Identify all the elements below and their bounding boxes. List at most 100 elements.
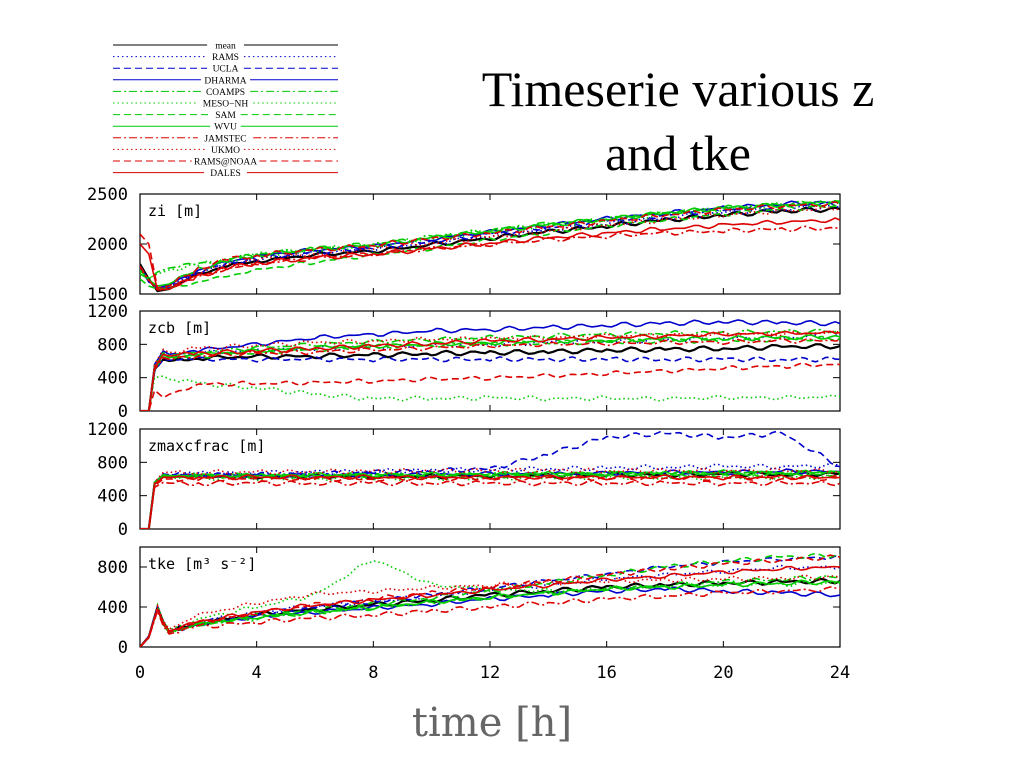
legend-label: SAM — [215, 111, 236, 121]
legend-entry: RAMS@NOAA — [113, 158, 338, 168]
panel-label: zi [m] — [148, 202, 202, 220]
legend-label: RAMS — [212, 53, 239, 63]
series-group — [140, 199, 840, 293]
y-tick-label: 400 — [97, 487, 128, 507]
series-line-dharma — [140, 319, 840, 411]
series-line-ukmo — [140, 467, 840, 529]
series-line-wvu — [140, 579, 840, 647]
series-line-sam — [140, 552, 840, 647]
panels: 1500 2000 2500 zi [m] 0 400 800 1200 zcb [m] 0 400… — [87, 185, 841, 658]
legend-label: UCLA — [213, 65, 239, 75]
x-axis: 0 4 8 12 16 20 24 — [135, 663, 850, 683]
panel-tke: 0 400 800 tke [m³ s⁻²] — [97, 546, 841, 658]
series-line-rams-noaa — [140, 554, 840, 647]
series-line-sam — [140, 471, 840, 529]
series-line-ukmo — [140, 330, 840, 411]
series-line-jamstec — [140, 479, 840, 529]
x-tick-label: 0 — [135, 663, 145, 683]
series-line-ucla — [140, 355, 840, 411]
series-group — [140, 319, 840, 411]
title-line-2: and tke — [605, 125, 751, 181]
legend-entry: UKMO — [113, 146, 338, 156]
series-line-mean — [140, 470, 840, 529]
title-line-1: Timeserie various z — [482, 61, 875, 117]
series-line-dales — [140, 474, 840, 529]
legend-entry: RAMS — [113, 53, 338, 63]
series-line-jamstec — [140, 225, 840, 291]
series-line-mean — [140, 206, 840, 293]
legend-label: RAMS@NOAA — [194, 158, 257, 168]
panel-label: zcb [m] — [148, 319, 211, 337]
series-line-ucla — [140, 430, 840, 529]
panel-zi: 1500 2000 2500 zi [m] — [87, 185, 841, 305]
legend-label: WVU — [214, 123, 237, 133]
y-tick-label: 1200 — [87, 302, 128, 322]
legend-entry: UCLA — [113, 65, 338, 75]
panel-label: tke [m³ s⁻²] — [148, 555, 256, 573]
series-line-meso-nh — [140, 375, 840, 411]
series-line-rams-noaa — [140, 200, 840, 289]
y-tick-label: 2500 — [87, 185, 128, 205]
x-tick-label: 20 — [713, 663, 733, 683]
y-tick-label: 800 — [97, 453, 128, 473]
chart-title: Timeserie various z and tke — [482, 61, 875, 181]
y-tick-label: 2000 — [87, 235, 128, 255]
legend-entry: MESO−NH — [113, 100, 338, 110]
panel-zcb: 0 400 800 1200 zcb [m] — [87, 302, 841, 422]
y-tick-label: 0 — [118, 402, 128, 422]
series-line-sam — [140, 335, 840, 411]
series-line-coamps — [140, 469, 840, 529]
x-tick-label: 4 — [252, 663, 262, 683]
x-tick-label: 24 — [830, 663, 850, 683]
series-line-dales — [140, 565, 840, 647]
legend-label: UKMO — [211, 146, 240, 156]
legend-entry: COAMPS — [113, 88, 338, 98]
y-tick-label: 800 — [97, 335, 128, 355]
legend-entry: SAM — [113, 111, 338, 121]
series-line-sam — [140, 204, 840, 290]
legend-entry: DHARMA — [113, 76, 338, 86]
series-line-ucla — [140, 201, 840, 290]
x-tick-label: 12 — [480, 663, 500, 683]
legend-label: MESO−NH — [203, 100, 249, 110]
y-tick-label: 1200 — [87, 420, 128, 440]
series-line-mean — [140, 343, 840, 411]
legend-entry: JAMSTEC — [113, 134, 338, 144]
series-group — [140, 552, 840, 647]
legend-entry: WVU — [113, 123, 338, 133]
y-tick-label: 1500 — [87, 285, 128, 305]
series-line-wvu — [140, 199, 840, 287]
series-line-rams-noaa — [140, 362, 840, 411]
series-line-coamps — [140, 575, 840, 647]
series-line-rams — [140, 333, 840, 411]
y-tick-label: 0 — [118, 638, 128, 658]
series-line-rams — [140, 564, 840, 647]
y-tick-label: 800 — [97, 558, 128, 578]
series-line-ukmo — [140, 574, 840, 647]
series-line-wvu — [140, 334, 840, 411]
series-line-jamstec — [140, 337, 840, 411]
legend-label: JAMSTEC — [204, 134, 246, 144]
x-tick-label: 16 — [596, 663, 616, 683]
legend-label: mean — [215, 42, 236, 52]
x-axis-label: time [h] — [412, 700, 572, 746]
series-line-jamstec — [140, 586, 840, 647]
panel-label: zmaxcfrac [m] — [148, 437, 265, 455]
series-line-ukmo — [140, 206, 840, 290]
series-group — [140, 430, 840, 529]
legend-entry: mean — [113, 42, 338, 52]
y-tick-label: 0 — [118, 520, 128, 540]
x-tick-label: 8 — [368, 663, 378, 683]
series-line-dales — [140, 330, 840, 411]
legend-entry: DALES — [113, 169, 338, 179]
series-line-meso-nh — [140, 559, 840, 647]
series-line-rams — [140, 462, 840, 529]
legend-label: DALES — [210, 169, 241, 179]
series-line-rams-noaa — [140, 474, 840, 529]
legend-label: DHARMA — [204, 76, 246, 86]
series-line-dales — [140, 217, 840, 291]
legend-label: COAMPS — [206, 88, 245, 98]
y-tick-label: 400 — [97, 369, 128, 389]
